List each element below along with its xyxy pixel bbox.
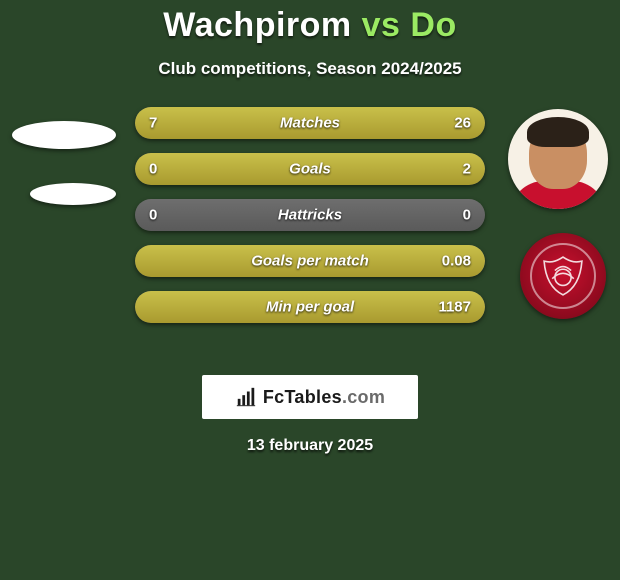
- stat-value-right: 0: [463, 207, 471, 224]
- subtitle: Club competitions, Season 2024/2025: [0, 59, 620, 79]
- player2-avatar: [508, 109, 608, 209]
- stat-bars: 7 Matches 26 0 Goals 2 0 Hattricks 0 Goals per ma…: [135, 107, 485, 337]
- stat-row: Goals per match 0.08: [135, 245, 485, 277]
- stat-row: 7 Matches 26: [135, 107, 485, 139]
- club-crest-icon: [536, 249, 590, 303]
- player1-name: Wachpirom: [163, 6, 351, 44]
- player2-name: Do: [410, 6, 456, 44]
- stat-label: Hattricks: [278, 207, 342, 224]
- player2-hair: [527, 117, 589, 147]
- stat-value-right: 0.08: [442, 253, 471, 270]
- stat-row: 0 Hattricks 0: [135, 199, 485, 231]
- stat-value-left: 0: [149, 161, 157, 178]
- comparison-title: Wachpirom vs Do: [0, 0, 620, 45]
- stat-label: Min per goal: [266, 299, 354, 316]
- stat-value-left: 7: [149, 115, 157, 132]
- right-avatar-column: [508, 107, 608, 319]
- stat-label: Goals per match: [251, 253, 369, 270]
- player1-avatar-placeholder: [12, 121, 116, 149]
- stat-value-right: 2: [463, 161, 471, 178]
- bar-chart-icon: [235, 386, 257, 408]
- player2-club-badge: [520, 233, 606, 319]
- stat-row: 0 Goals 2: [135, 153, 485, 185]
- brand-box: FcTables.com: [202, 375, 418, 419]
- brand-domain: .com: [342, 387, 385, 407]
- comparison-stage: 7 Matches 26 0 Goals 2 0 Hattricks 0 Goals per ma…: [0, 107, 620, 357]
- brand-text: FcTables.com: [263, 387, 385, 408]
- stat-value-right: 26: [454, 115, 471, 132]
- stat-value-right: 1187: [438, 299, 471, 316]
- stat-row: Min per goal 1187: [135, 291, 485, 323]
- left-avatar-column: [12, 107, 116, 205]
- date-stamp: 13 february 2025: [0, 437, 620, 455]
- brand-name: FcTables: [263, 387, 342, 407]
- stat-label: Goals: [289, 161, 331, 178]
- stat-value-left: 0: [149, 207, 157, 224]
- player1-club-badge-placeholder: [30, 183, 116, 205]
- vs-label: vs: [362, 6, 401, 44]
- stat-label: Matches: [280, 115, 340, 132]
